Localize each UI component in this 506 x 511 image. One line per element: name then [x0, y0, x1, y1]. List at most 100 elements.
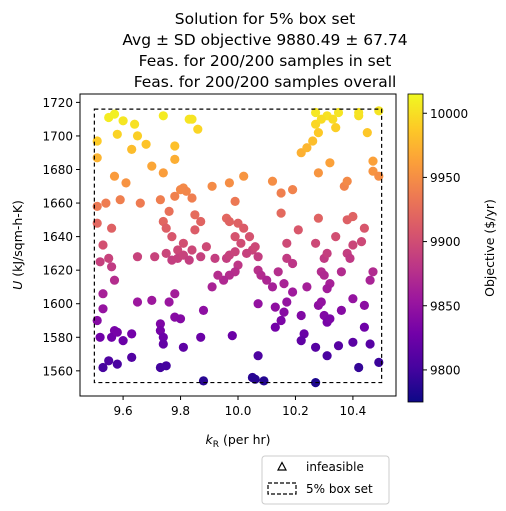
scatter-point [313, 128, 323, 138]
scatter-point [302, 282, 312, 292]
scatter-point [210, 253, 220, 263]
scatter-point [311, 238, 321, 248]
scatter-point [158, 111, 168, 121]
scatter-point [158, 332, 168, 342]
scatter-point [354, 107, 364, 118]
scatter-point [293, 225, 303, 235]
colorbar-tick-label: 9850 [430, 299, 461, 313]
scatter-point [196, 332, 206, 342]
y-tick-label: 1680 [42, 163, 73, 177]
colorbar: 9800 9850 9900 9950 10000 Objective ($/yr) [407, 93, 497, 403]
scatter-point [331, 123, 341, 133]
x-tick-label: 9.6 [114, 404, 133, 418]
scatter-point [98, 240, 108, 250]
scatter-point [213, 270, 223, 280]
colorbar-tick-label: 10000 [430, 107, 468, 121]
scatter-point [115, 195, 125, 205]
scatter-point [190, 210, 200, 220]
scatter-point [155, 195, 165, 205]
legend-triangle-marker [277, 461, 287, 471]
colorbar-tick-label: 9900 [430, 235, 461, 249]
scatter-point [158, 168, 168, 178]
scatter-point [127, 144, 137, 154]
scatter-point [227, 331, 237, 341]
scatter-point [322, 284, 332, 294]
scatter-point [239, 223, 249, 233]
scatter-point [141, 139, 151, 149]
scatter-point [244, 232, 255, 242]
title-line-2: Avg ± SD objective 9880.49 ± 67.74 [122, 31, 407, 49]
scatter-point [333, 107, 344, 118]
x-tick-label: 9.8 [171, 404, 190, 418]
scatter-point [104, 356, 114, 366]
scatter-point [276, 188, 286, 198]
scatter-point [170, 154, 180, 164]
x-tick-label: 10.2 [282, 404, 309, 418]
scatter-point [316, 114, 326, 124]
y-tick-label: 1660 [42, 197, 73, 211]
x-axis-label: kR (per hr) [205, 432, 270, 450]
scatter-point [161, 223, 171, 233]
scatter-point [196, 252, 206, 262]
scatter-point [345, 253, 355, 263]
scatter-point [178, 238, 188, 248]
scatter-point [178, 342, 188, 352]
box-set-rect [93, 108, 383, 384]
scatter-point [198, 376, 209, 386]
y-tick-label: 1620 [42, 264, 73, 278]
scatter-point [190, 225, 200, 235]
scatter-point [276, 315, 286, 326]
scatter-point [319, 270, 329, 280]
y-tick-label: 1580 [42, 331, 73, 345]
scatter-point [92, 153, 102, 163]
scatter-point [359, 322, 369, 332]
scatter-point [288, 185, 298, 195]
scatter-point [279, 279, 289, 289]
scatter-point [276, 208, 286, 218]
scatter-point [187, 245, 197, 255]
y-axis: 1560 1580 1600 1620 1640 1660 1680 1700 1720 [42, 96, 80, 378]
scatter-point [359, 223, 369, 233]
scatter-point [193, 124, 203, 134]
scatter-point [273, 267, 283, 277]
scatter-point [184, 255, 194, 265]
colorbar-label: Objective ($/yr) [482, 199, 497, 297]
scatter-point [365, 339, 375, 349]
scatter-point [348, 211, 358, 222]
legend: infeasible 5% box set [261, 455, 390, 505]
scatter-point [253, 351, 263, 361]
scatter-point [107, 223, 117, 233]
x-tick-label: 10.4 [340, 404, 367, 418]
scatter-point [288, 287, 298, 297]
legend-dashed-box-marker [267, 482, 297, 495]
scatter-point [132, 252, 143, 262]
scatter-point [270, 322, 280, 332]
title-line-4: Feas. for 200/200 samples overall [134, 73, 397, 91]
scatter-point [109, 171, 120, 181]
scatter-point [130, 119, 140, 129]
colorbar-gradient [407, 93, 424, 403]
scatter-point [147, 161, 157, 171]
scatter-point [270, 302, 280, 312]
scatter-point [348, 294, 358, 304]
scatter-point [365, 275, 375, 285]
scatter-point [250, 374, 260, 384]
scatter-point [112, 129, 122, 139]
scatter-point [147, 295, 157, 305]
scatter-point [132, 131, 143, 141]
scatter-point [322, 351, 332, 361]
scatter-point [267, 176, 278, 186]
scatter-point [121, 178, 131, 188]
scatter-point [328, 114, 338, 124]
scatter-point [239, 171, 249, 181]
scatter-point [311, 107, 321, 118]
scatter-point [296, 336, 306, 346]
scatter-point [282, 297, 292, 307]
scatter-point [342, 176, 352, 186]
scatter-point [259, 376, 269, 386]
x-axis: 9.6 9.8 10.0 10.2 10.4 [114, 396, 367, 418]
scatter-point [316, 297, 326, 307]
scatter-point [331, 232, 341, 242]
scatter-point [354, 362, 364, 373]
scatter-point [167, 232, 177, 242]
